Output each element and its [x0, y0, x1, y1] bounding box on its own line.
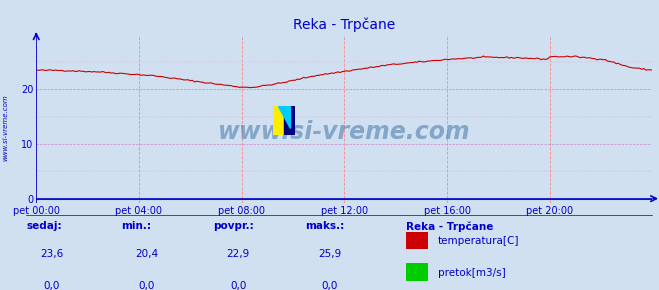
- Text: sedaj:: sedaj:: [26, 221, 62, 231]
- Text: 0,0: 0,0: [322, 281, 338, 290]
- Text: www.si-vreme.com: www.si-vreme.com: [2, 94, 9, 161]
- Text: 0,0: 0,0: [43, 281, 60, 290]
- Text: 20,4: 20,4: [135, 249, 158, 259]
- Text: 23,6: 23,6: [40, 249, 63, 259]
- Text: povpr.:: povpr.:: [213, 221, 254, 231]
- Text: maks.:: maks.:: [304, 221, 344, 231]
- Text: temperatura[C]: temperatura[C]: [438, 236, 519, 246]
- Text: www.si-vreme.com: www.si-vreme.com: [218, 120, 471, 144]
- Text: 22,9: 22,9: [227, 249, 250, 259]
- Text: pretok[m3/s]: pretok[m3/s]: [438, 268, 505, 278]
- Text: min.:: min.:: [121, 221, 152, 231]
- Bar: [406, 263, 428, 281]
- Text: 0,0: 0,0: [138, 281, 155, 290]
- Polygon shape: [277, 106, 291, 128]
- Text: 0,0: 0,0: [230, 281, 246, 290]
- Bar: [284, 106, 295, 135]
- Text: Reka - Trpčane: Reka - Trpčane: [406, 221, 494, 232]
- Bar: [273, 106, 284, 135]
- Title: Reka - Trpčane: Reka - Trpčane: [293, 18, 395, 32]
- Bar: [406, 232, 428, 249]
- Text: 25,9: 25,9: [318, 249, 341, 259]
